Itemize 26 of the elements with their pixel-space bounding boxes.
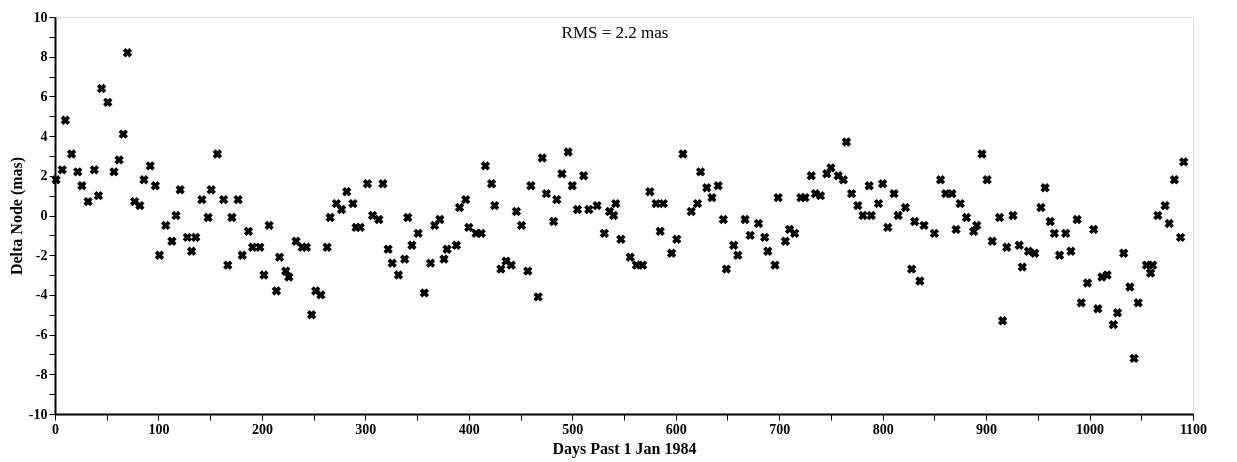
- y-tick-label: 10: [33, 9, 48, 25]
- x-tick-label: 300: [355, 421, 377, 437]
- annotation: RMS = 2.2 mas: [561, 23, 669, 42]
- x-tick-label: 800: [872, 421, 894, 437]
- x-tick-label: 100: [148, 421, 170, 437]
- x-tick-label: 400: [458, 421, 480, 437]
- y-tick-label: -4: [35, 287, 48, 303]
- x-tick-label: 500: [562, 421, 584, 437]
- y-tick-label: -2: [35, 247, 48, 263]
- y-tick-label: 6: [40, 88, 48, 104]
- y-tick-label: -8: [35, 366, 48, 382]
- x-tick-label: 600: [665, 421, 687, 437]
- y-tick-label: 0: [40, 208, 48, 223]
- x-tick-label: 200: [251, 421, 273, 437]
- x-axis-title: Days Past 1 Jan 1984: [552, 439, 697, 458]
- x-tick-label: 0: [52, 421, 59, 437]
- x-tick-label: 1100: [1179, 421, 1208, 437]
- y-axis-title: Delta Node (mas): [7, 156, 26, 276]
- y-tick-label: 4: [40, 128, 48, 144]
- x-tick-label: 700: [769, 421, 791, 437]
- y-tick-label: -10: [28, 406, 48, 422]
- x-tick-label: 1000: [1076, 421, 1105, 437]
- x-tick-label: 900: [976, 421, 998, 437]
- y-tick-label: 2: [40, 168, 48, 184]
- y-tick-label: 8: [40, 49, 48, 65]
- y-tick-label: -6: [35, 327, 48, 343]
